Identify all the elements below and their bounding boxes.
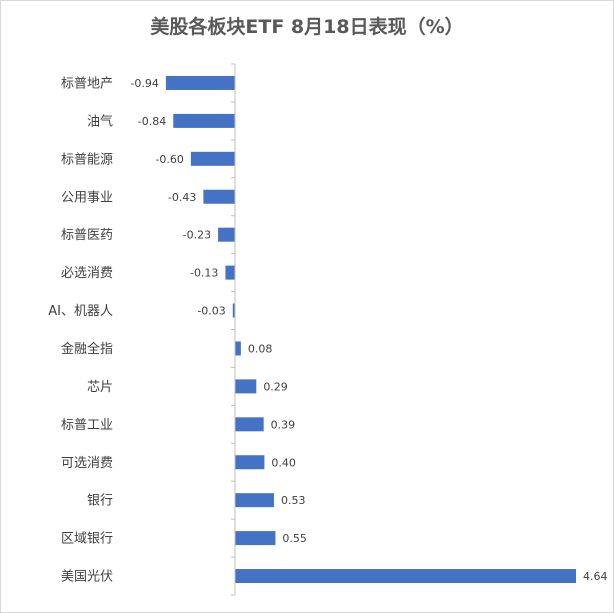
bar-10 (235, 455, 265, 470)
bar-9 (235, 417, 264, 432)
value-label-4: -0.23 (183, 229, 211, 242)
bar-6 (232, 303, 235, 318)
chart-title: 美股各板块ETF 8月18日表现（%） (150, 16, 464, 38)
value-label-2: -0.60 (155, 153, 183, 166)
value-label-5: -0.13 (190, 267, 218, 280)
category-label-11: 银行 (87, 494, 113, 509)
category-label-0: 标普地产 (61, 76, 113, 91)
value-label-11: 0.53 (281, 494, 306, 507)
value-label-7: 0.08 (248, 342, 273, 355)
value-label-12: 0.55 (282, 532, 307, 545)
bar-1 (173, 113, 235, 128)
bar-13 (235, 569, 577, 584)
bar-3 (203, 189, 235, 204)
category-label-3: 公用事业 (61, 190, 113, 205)
category-label-13: 美国光伏 (61, 570, 113, 585)
bar-2 (190, 151, 235, 166)
category-label-5: 必选消费 (61, 266, 113, 281)
bar-7 (235, 341, 241, 356)
category-label-4: 标普医药 (61, 228, 113, 243)
category-label-12: 区域银行 (61, 532, 113, 547)
value-label-9: 0.39 (271, 418, 296, 431)
bar-8 (235, 379, 257, 394)
bar-11 (235, 493, 274, 508)
category-label-8: 芯片 (87, 380, 113, 395)
bar-4 (218, 227, 235, 242)
value-label-6: -0.03 (197, 305, 225, 318)
category-label-6: AI、机器人 (48, 304, 113, 319)
category-label-10: 可选消费 (61, 456, 113, 471)
value-label-1: -0.84 (138, 115, 166, 128)
value-label-3: -0.43 (168, 191, 196, 204)
category-label-2: 标普能源 (61, 152, 113, 167)
category-label-1: 油气 (87, 113, 113, 129)
value-label-13: 4.64 (583, 570, 608, 583)
bar-0 (165, 75, 235, 90)
value-label-10: 0.40 (271, 456, 296, 469)
category-label-7: 金融全指 (61, 341, 113, 357)
category-label-9: 标普工业 (61, 418, 113, 433)
value-label-8: 0.29 (263, 380, 288, 393)
value-label-0: -0.94 (130, 77, 158, 90)
bar-5 (225, 265, 235, 280)
bar-12 (235, 531, 276, 546)
